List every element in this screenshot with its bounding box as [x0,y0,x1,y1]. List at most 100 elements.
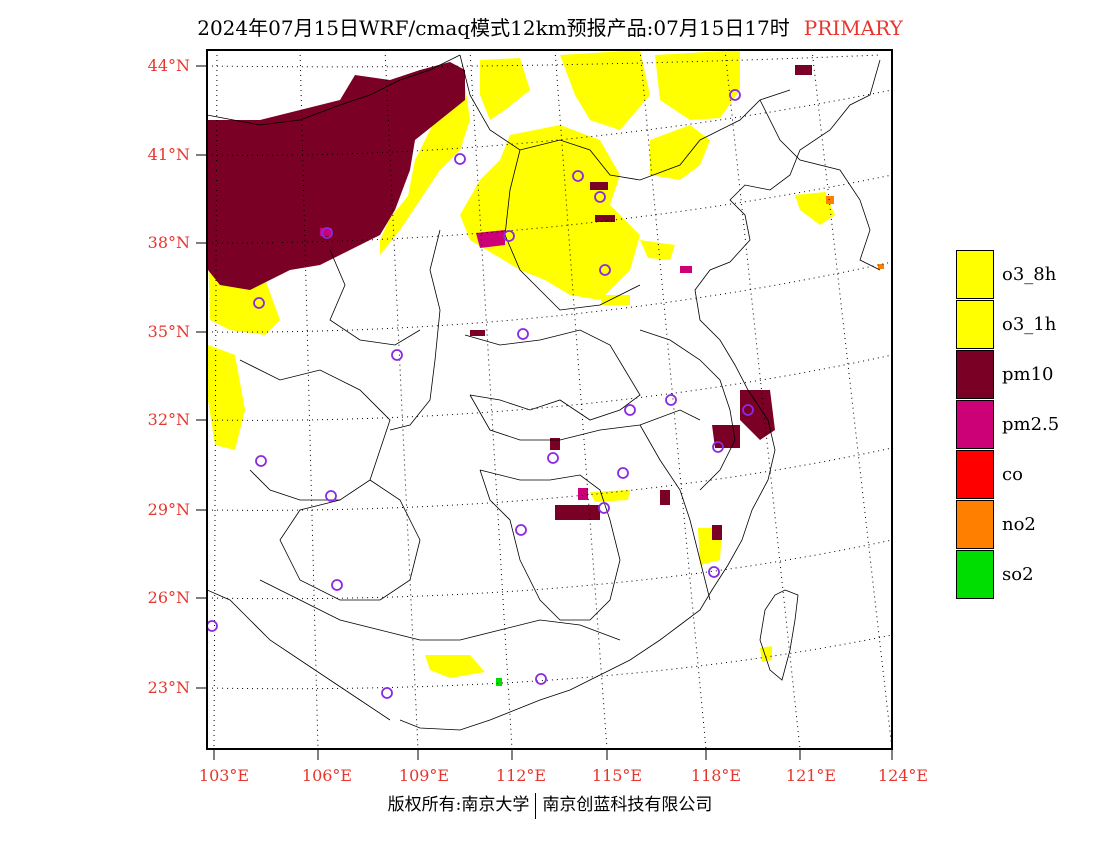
legend-item-pm10: pm10 [956,349,1059,399]
o3-north-inner-mongolia [380,85,470,255]
map-frame [206,49,893,750]
pm25-jiangxi [578,488,588,500]
o3-liaoning-coast [795,192,835,225]
graticule [207,50,892,749]
border-taiwan [759,589,799,681]
station-marker [515,524,527,536]
pm10-jiangxi [660,490,670,505]
o3-taiwan [760,646,772,662]
station-marker [712,441,724,453]
station-marker [253,297,265,309]
legend-item-co: co [956,449,1059,499]
pm25-hebei [680,266,692,273]
pm10-liaoning [795,65,812,75]
pm10-areas [208,62,812,540]
legend-label: pm10 [1002,363,1054,385]
o3-north-band-2 [560,50,650,130]
parallel-26 [207,539,892,600]
pm10-inner-mongolia-desert [208,62,465,290]
parallel-38 [207,174,892,244]
lat-label: 35°N [148,322,190,341]
title-tag: PRIMARY [803,16,903,40]
station-marker [708,566,720,578]
lon-label: 112°E [496,766,546,785]
border-fujian-zhejiang [639,424,711,601]
lon-label: 115°E [592,766,642,785]
pm10-ningxia-spot [470,330,485,336]
station-marker [454,153,466,165]
meridian-115 [554,50,608,749]
border-shaanxi [389,229,441,431]
station-marker [321,227,333,239]
pm10-fujian [712,525,722,540]
legend-swatch [956,399,994,449]
legend-swatch [956,249,994,299]
lat-label: 26°N [148,588,190,607]
station-marker [594,191,606,203]
o3-jiangxi [590,490,630,502]
boundaries [207,54,881,731]
border-hubei [469,394,701,441]
title-text: 2024年07月15日WRF/cmaq模式12km预报产品:07月15日17时 [197,16,790,40]
pm10-beijing-spot [590,182,608,190]
legend-item-o3-8h: o3_8h [956,249,1059,299]
legend-label: o3_1h [1002,313,1057,335]
o3-areas [208,50,835,678]
legend-label: pm2.5 [1002,413,1060,435]
meridian-121 [724,50,801,749]
o3-west-sichuan [208,345,245,450]
o3-northeast-1 [650,125,710,180]
meridian-112 [469,50,513,749]
lon-labels: 103°E 106°E 109°E 112°E 115°E 118°E 121°… [199,766,928,785]
border-hunan-jiangxi [479,469,621,621]
copyright-footer: 版权所有:南京大学 南京创蓝科技有限公司 [0,790,1100,819]
legend-item-no2: no2 [956,499,1059,549]
station-marker [255,455,267,467]
pm25-areas [320,228,692,500]
border-hebei-shanxi [504,149,641,311]
map-content [207,50,892,749]
station-marker [624,404,636,416]
footer-left: 版权所有:南京大学 [387,795,530,815]
pm10-anhui [712,425,740,448]
station-marker [742,404,754,416]
pm25-shanxi [476,230,505,248]
station-marker [729,89,741,101]
footer-right: 南京创蓝科技有限公司 [542,795,713,815]
parallel-32 [207,354,892,421]
so2-area-guangdong [496,678,502,686]
lat-labels: 44°N 41°N 38°N 35°N 32°N 29°N 26°N 23°N [148,56,190,697]
legend-swatch [956,549,994,599]
station-marker [517,328,529,340]
lon-label: 109°E [399,766,449,785]
meridian-118 [639,50,707,749]
pm10-hunan-2 [555,505,600,520]
o3-north-band [480,58,530,120]
border-henan [464,329,641,421]
legend-label: co [1002,463,1023,485]
o3-shaanxi-patch [600,295,630,305]
station-marker [547,452,559,464]
no2-area-liaoning [826,196,834,204]
border-yunnan [207,589,391,721]
legend: o3_8h o3_1h pm10 pm2.5 co no2 so2 [956,249,1059,599]
legend-item-pm25: pm2.5 [956,399,1059,449]
station-marker [665,394,677,406]
legend-item-o3-1h: o3_1h [956,299,1059,349]
station-marker [599,264,611,276]
parallel-44 [207,54,881,68]
lon-label: 121°E [786,766,836,785]
o3-north-band-3 [655,50,740,120]
legend-label: no2 [1002,513,1036,535]
lat-label: 38°N [148,233,190,252]
pm10-hebei-spot [595,215,615,222]
no2-area-east [878,264,884,269]
legend-item-so2: so2 [956,549,1059,599]
legend-swatch [956,449,994,499]
o3-beijing-hebei [460,125,640,300]
lat-ticks [196,65,207,689]
lat-label: 29°N [148,500,190,519]
border-guizhou [279,479,421,601]
station-marker [331,579,343,591]
